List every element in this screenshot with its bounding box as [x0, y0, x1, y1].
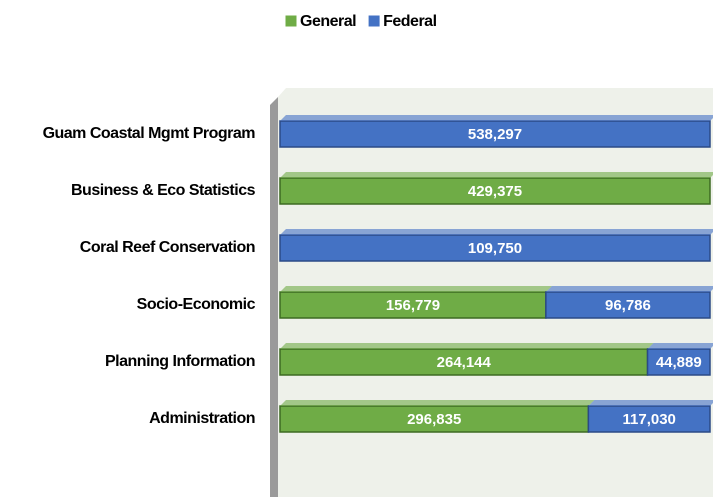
- bar-top: [280, 229, 713, 235]
- category-label: Business & Eco Statistics: [71, 182, 256, 199]
- bar-segment: [279, 348, 649, 376]
- data-label: 44,889: [656, 354, 702, 371]
- bar-segment: [646, 348, 711, 376]
- data-label: 264,144: [437, 354, 492, 371]
- bar-top: [647, 343, 713, 349]
- bar-top: [280, 115, 713, 121]
- data-label: 156,779: [386, 297, 440, 314]
- bar-segment: [587, 405, 711, 433]
- data-label: 538,297: [468, 126, 522, 143]
- category-label: Guam Coastal Mgmt Program: [43, 125, 256, 142]
- bar-top: [280, 400, 595, 406]
- bar-segment: [279, 405, 590, 433]
- bar-top: [545, 286, 713, 292]
- data-label: 109,750: [468, 240, 522, 257]
- data-label: 117,030: [623, 411, 676, 428]
- legend-swatch: [367, 14, 381, 28]
- bar-top: [588, 400, 713, 406]
- data-label: 96,786: [605, 297, 651, 314]
- legend-swatch: [284, 14, 298, 28]
- category-label: Planning Information: [105, 353, 255, 370]
- legend-label: General: [300, 13, 356, 30]
- data-label: 429,375: [468, 183, 522, 200]
- bar-top: [280, 343, 654, 349]
- category-label: Administration: [149, 410, 255, 427]
- legend-label: Federal: [383, 13, 436, 30]
- data-label: 296,835: [407, 411, 461, 428]
- plot-wall: [270, 97, 278, 497]
- bar-top: [280, 172, 713, 178]
- bar-segment: [279, 234, 711, 262]
- bar-top: [280, 286, 552, 292]
- category-label: Coral Reef Conservation: [80, 239, 255, 256]
- category-label: Socio-Economic: [137, 296, 256, 313]
